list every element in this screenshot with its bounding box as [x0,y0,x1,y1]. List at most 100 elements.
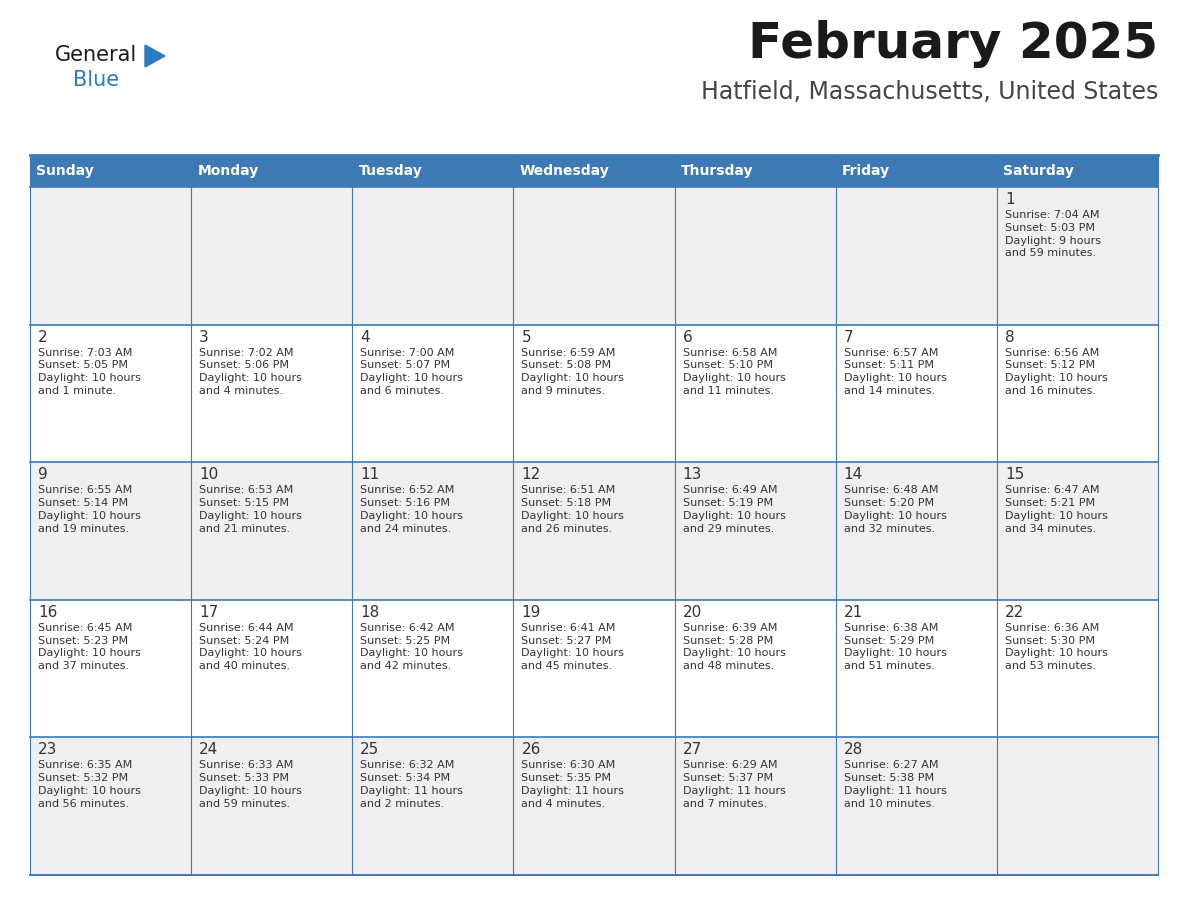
Text: 12: 12 [522,467,541,482]
Text: 9: 9 [38,467,48,482]
Bar [513,599,675,737]
Text: Sunrise: 6:45 AM
Sunset: 5:23 PM
Daylight: 10 hours
and 37 minutes.: Sunrise: 6:45 AM Sunset: 5:23 PM Dayligh… [38,622,141,671]
Bar [30,187,191,325]
Text: 2: 2 [38,330,48,344]
Bar [353,155,513,187]
Bar [835,187,997,325]
Bar [513,737,675,875]
Text: 13: 13 [683,467,702,482]
Bar [513,325,675,462]
Bar [997,462,1158,599]
Text: 14: 14 [843,467,862,482]
Bar [513,462,675,599]
Bar [191,737,353,875]
Bar [675,187,835,325]
Bar [191,155,353,187]
Text: Sunrise: 6:36 AM
Sunset: 5:30 PM
Daylight: 10 hours
and 53 minutes.: Sunrise: 6:36 AM Sunset: 5:30 PM Dayligh… [1005,622,1107,671]
Bar [997,187,1158,325]
Bar [997,599,1158,737]
Text: 25: 25 [360,743,380,757]
Text: 19: 19 [522,605,541,620]
Text: Sunrise: 6:29 AM
Sunset: 5:37 PM
Daylight: 11 hours
and 7 minutes.: Sunrise: 6:29 AM Sunset: 5:37 PM Dayligh… [683,760,785,809]
Text: Sunrise: 6:27 AM
Sunset: 5:38 PM
Daylight: 11 hours
and 10 minutes.: Sunrise: 6:27 AM Sunset: 5:38 PM Dayligh… [843,760,947,809]
Text: Sunrise: 6:53 AM
Sunset: 5:15 PM
Daylight: 10 hours
and 21 minutes.: Sunrise: 6:53 AM Sunset: 5:15 PM Dayligh… [200,486,302,533]
Text: 17: 17 [200,605,219,620]
Polygon shape [145,45,165,67]
Text: February 2025: February 2025 [748,20,1158,68]
Text: Sunrise: 6:48 AM
Sunset: 5:20 PM
Daylight: 10 hours
and 32 minutes.: Sunrise: 6:48 AM Sunset: 5:20 PM Dayligh… [843,486,947,533]
Bar [835,155,997,187]
Text: Sunrise: 6:51 AM
Sunset: 5:18 PM
Daylight: 10 hours
and 26 minutes.: Sunrise: 6:51 AM Sunset: 5:18 PM Dayligh… [522,486,625,533]
Bar [30,155,191,187]
Text: Sunrise: 6:42 AM
Sunset: 5:25 PM
Daylight: 10 hours
and 42 minutes.: Sunrise: 6:42 AM Sunset: 5:25 PM Dayligh… [360,622,463,671]
Text: Sunrise: 6:55 AM
Sunset: 5:14 PM
Daylight: 10 hours
and 19 minutes.: Sunrise: 6:55 AM Sunset: 5:14 PM Dayligh… [38,486,141,533]
Text: Sunrise: 6:41 AM
Sunset: 5:27 PM
Daylight: 10 hours
and 45 minutes.: Sunrise: 6:41 AM Sunset: 5:27 PM Dayligh… [522,622,625,671]
Text: Thursday: Thursday [681,164,753,178]
Bar [675,599,835,737]
Text: 20: 20 [683,605,702,620]
Text: Wednesday: Wednesday [520,164,609,178]
Bar [191,599,353,737]
Text: 15: 15 [1005,467,1024,482]
Bar [835,599,997,737]
Text: 1: 1 [1005,192,1015,207]
Text: Sunrise: 6:30 AM
Sunset: 5:35 PM
Daylight: 11 hours
and 4 minutes.: Sunrise: 6:30 AM Sunset: 5:35 PM Dayligh… [522,760,625,809]
Bar [675,462,835,599]
Bar [191,325,353,462]
Bar [353,599,513,737]
Text: Sunrise: 6:49 AM
Sunset: 5:19 PM
Daylight: 10 hours
and 29 minutes.: Sunrise: 6:49 AM Sunset: 5:19 PM Dayligh… [683,486,785,533]
Bar [30,462,191,599]
Text: 26: 26 [522,743,541,757]
Text: 7: 7 [843,330,853,344]
Bar [30,325,191,462]
Text: 27: 27 [683,743,702,757]
Bar [675,737,835,875]
Text: Sunrise: 6:35 AM
Sunset: 5:32 PM
Daylight: 10 hours
and 56 minutes.: Sunrise: 6:35 AM Sunset: 5:32 PM Dayligh… [38,760,141,809]
Text: Sunrise: 6:59 AM
Sunset: 5:08 PM
Daylight: 10 hours
and 9 minutes.: Sunrise: 6:59 AM Sunset: 5:08 PM Dayligh… [522,348,625,396]
Text: Sunrise: 7:03 AM
Sunset: 5:05 PM
Daylight: 10 hours
and 1 minute.: Sunrise: 7:03 AM Sunset: 5:05 PM Dayligh… [38,348,141,396]
Bar [191,462,353,599]
Bar [997,325,1158,462]
Text: 10: 10 [200,467,219,482]
Text: 21: 21 [843,605,862,620]
Bar [835,462,997,599]
Text: Sunrise: 6:52 AM
Sunset: 5:16 PM
Daylight: 10 hours
and 24 minutes.: Sunrise: 6:52 AM Sunset: 5:16 PM Dayligh… [360,486,463,533]
Text: Sunrise: 6:58 AM
Sunset: 5:10 PM
Daylight: 10 hours
and 11 minutes.: Sunrise: 6:58 AM Sunset: 5:10 PM Dayligh… [683,348,785,396]
Text: 11: 11 [360,467,380,482]
Text: Tuesday: Tuesday [359,164,423,178]
Bar [30,599,191,737]
Bar [353,325,513,462]
Text: 6: 6 [683,330,693,344]
Bar [513,155,675,187]
Text: Blue: Blue [72,70,119,90]
Text: 24: 24 [200,743,219,757]
Text: Sunrise: 6:38 AM
Sunset: 5:29 PM
Daylight: 10 hours
and 51 minutes.: Sunrise: 6:38 AM Sunset: 5:29 PM Dayligh… [843,622,947,671]
Text: Sunrise: 6:39 AM
Sunset: 5:28 PM
Daylight: 10 hours
and 48 minutes.: Sunrise: 6:39 AM Sunset: 5:28 PM Dayligh… [683,622,785,671]
Bar [30,737,191,875]
Text: Friday: Friday [842,164,890,178]
Text: 16: 16 [38,605,57,620]
Text: Sunrise: 6:44 AM
Sunset: 5:24 PM
Daylight: 10 hours
and 40 minutes.: Sunrise: 6:44 AM Sunset: 5:24 PM Dayligh… [200,622,302,671]
Text: Monday: Monday [197,164,259,178]
Text: 5: 5 [522,330,531,344]
Text: 18: 18 [360,605,380,620]
Bar [513,187,675,325]
Text: Sunrise: 6:33 AM
Sunset: 5:33 PM
Daylight: 10 hours
and 59 minutes.: Sunrise: 6:33 AM Sunset: 5:33 PM Dayligh… [200,760,302,809]
Bar [835,325,997,462]
Bar [997,737,1158,875]
Text: Sunday: Sunday [37,164,94,178]
Text: 22: 22 [1005,605,1024,620]
Text: Sunrise: 7:02 AM
Sunset: 5:06 PM
Daylight: 10 hours
and 4 minutes.: Sunrise: 7:02 AM Sunset: 5:06 PM Dayligh… [200,348,302,396]
Text: 23: 23 [38,743,57,757]
Bar [353,737,513,875]
Bar [997,155,1158,187]
Text: Sunrise: 6:56 AM
Sunset: 5:12 PM
Daylight: 10 hours
and 16 minutes.: Sunrise: 6:56 AM Sunset: 5:12 PM Dayligh… [1005,348,1107,396]
Text: 3: 3 [200,330,209,344]
Text: 4: 4 [360,330,369,344]
Bar [191,187,353,325]
Text: Saturday: Saturday [1004,164,1074,178]
Bar [675,325,835,462]
Bar [353,187,513,325]
Text: Hatfield, Massachusetts, United States: Hatfield, Massachusetts, United States [701,80,1158,104]
Text: Sunrise: 6:32 AM
Sunset: 5:34 PM
Daylight: 11 hours
and 2 minutes.: Sunrise: 6:32 AM Sunset: 5:34 PM Dayligh… [360,760,463,809]
